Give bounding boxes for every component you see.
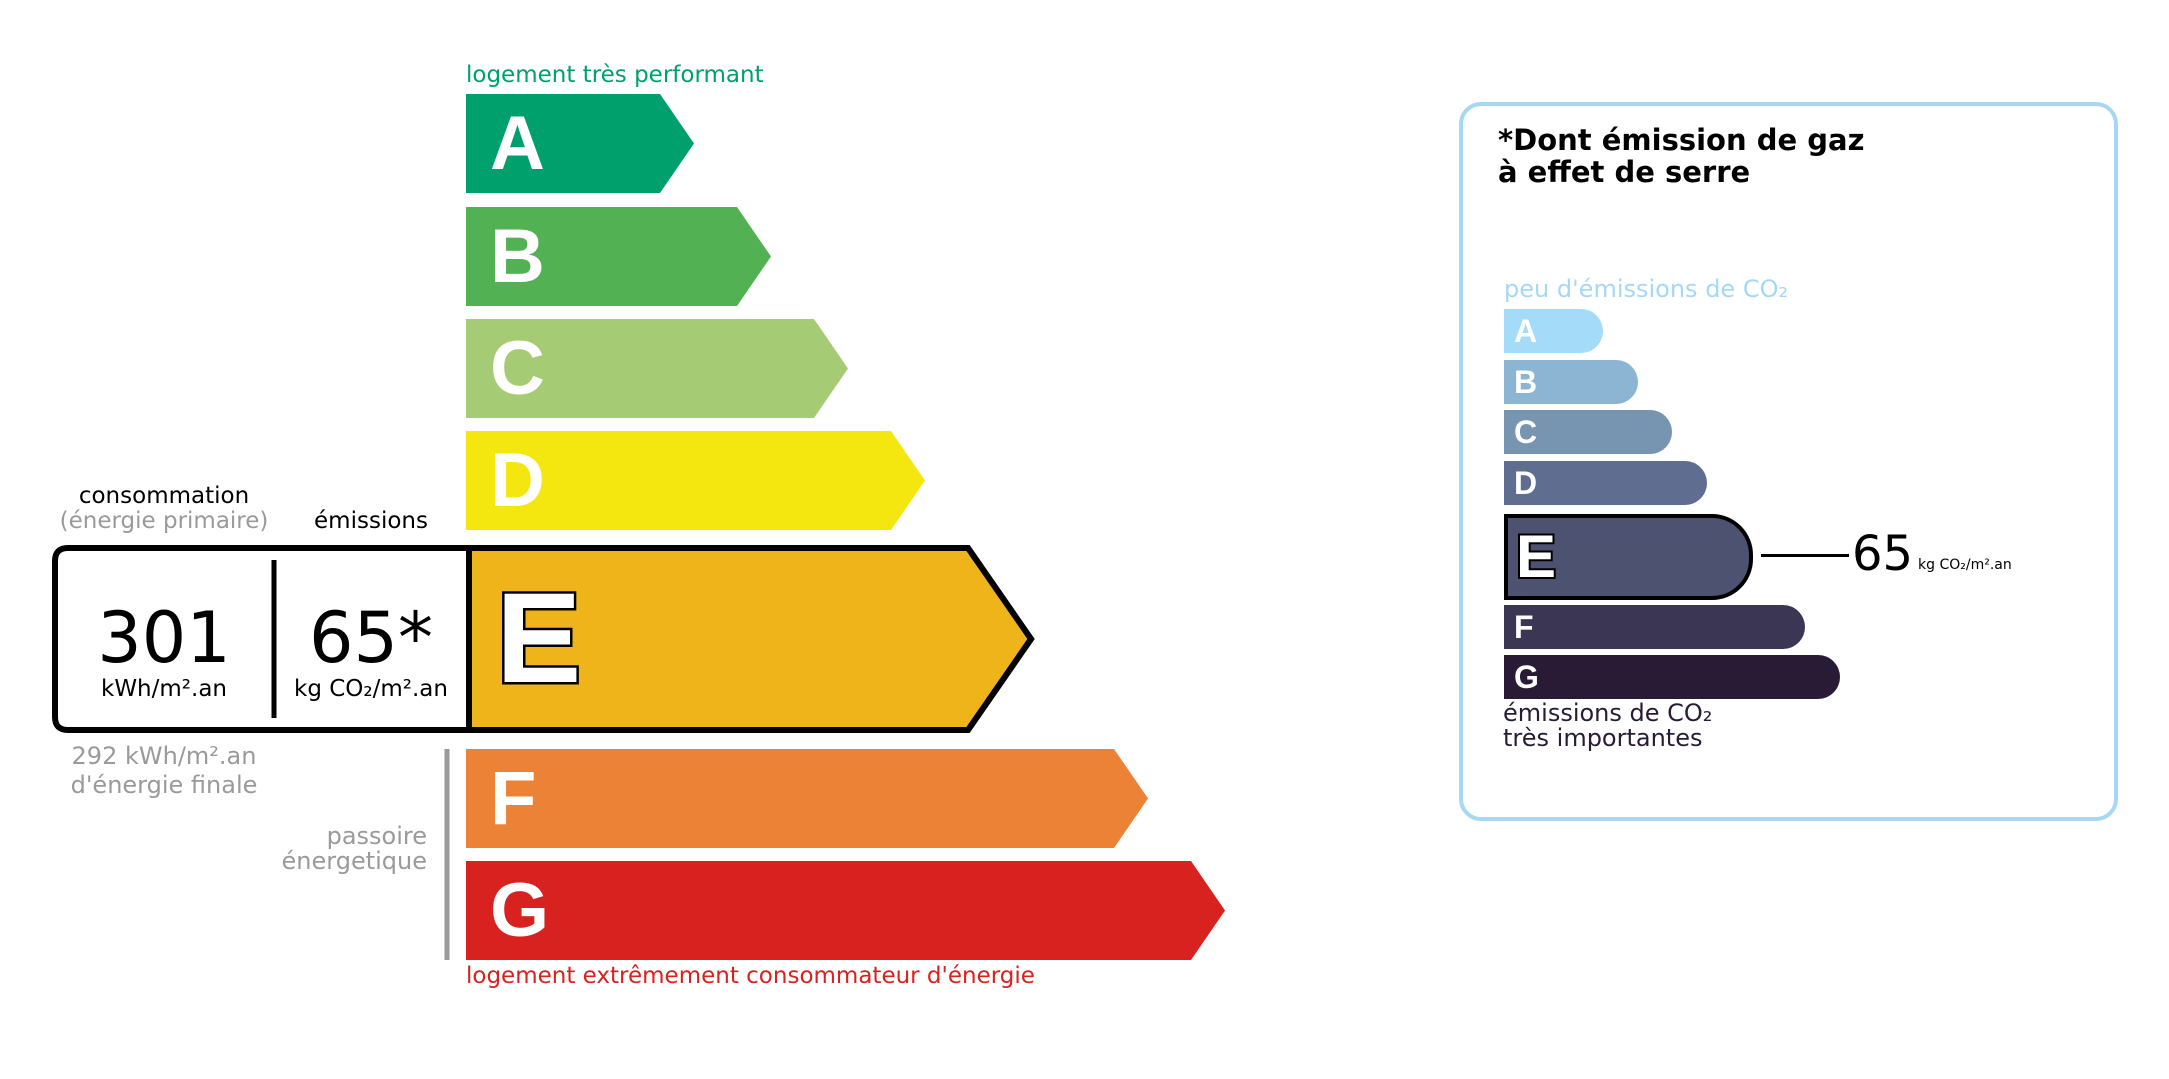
energy-letter-g: G [490,868,550,953]
consumption-unit: kWh/m².an [101,676,227,702]
energy-class-g: G [466,861,1225,960]
energy-letter-e: E [493,567,583,710]
consumption-sublabel: (énergie primaire) [59,508,269,534]
ghg-class-d: D [1504,461,1707,505]
ghg-letter-f: F [1514,609,1534,645]
ghg-letter-a: A [1514,313,1538,349]
energy-class-d: D [466,431,925,530]
emissions-label: émissions [314,508,428,534]
ghg-letter-c: C [1514,414,1538,450]
ghg-letter-e: E [1514,521,1558,592]
passoire-label-1: passoire [326,822,427,850]
energy-bottom-label: logement extrêmement consommateur d'éner… [466,963,1035,989]
energy-letter-b: B [490,214,545,299]
emissions-value: 65* [308,597,434,679]
ghg-title-line-1: *Dont émission de gaz [1498,123,1865,157]
energy-bar-f [466,749,1148,848]
energy-letter-a: A [490,101,545,186]
ghg-top-label: peu d'émissions de CO₂ [1504,275,1789,303]
energy-bar-e [466,545,1035,733]
ghg-letter-b: B [1514,364,1538,400]
energy-class-c: C [466,319,848,418]
energy-class-a: A [466,94,694,193]
ghg-class-f: F [1504,605,1805,649]
final-energy-value: 292 kWh/m².an [71,742,257,770]
energy-top-label: logement très performant [466,62,764,88]
energy-class-b: B [466,207,771,306]
ghg-letter-d: D [1514,465,1538,501]
energy-letter-d: D [490,438,545,523]
energy-bar-a [466,94,694,193]
ghg-pointer-line [1761,554,1849,557]
ghg-class-b: B [1504,360,1638,404]
ghg-title-line-2: à effet de serre [1498,155,1751,189]
ghg-bottom-label-2: très importantes [1503,724,1703,752]
ghg-bottom-label-1: émissions de CO₂ [1503,699,1713,727]
ghg-class-a: A [1504,309,1603,353]
energy-bar-d [466,431,925,530]
ghg-panel [1459,102,2118,821]
energy-bar-b [466,207,771,306]
ghg-value: 65 [1852,526,1914,582]
energy-bar-g [466,861,1225,960]
ghg-bottom-label: émissions de CO₂ très importantes [1503,701,1712,751]
final-energy-label: d'énergie finale [70,771,258,799]
ghg-unit: kg CO₂/m².an [1918,557,2012,573]
energy-bar-c [466,319,848,418]
energy-letter-f: F [490,756,537,841]
emissions-unit: kg CO₂/m².an [294,676,448,702]
ghg-title: *Dont émission de gaz à effet de serre [1498,124,1864,188]
consumption-label: consommation [78,483,250,509]
energy-letter-c: C [490,326,545,411]
energy-class-f: F [466,749,1148,848]
ghg-class-c: C [1504,410,1672,454]
consumption-value: 301 [97,597,231,679]
ghg-letter-g: G [1514,659,1539,695]
passoire-label-2: énergetique [281,847,427,875]
ghg-class-g: G [1504,655,1840,699]
ghg-class-e: E [1504,514,1753,600]
